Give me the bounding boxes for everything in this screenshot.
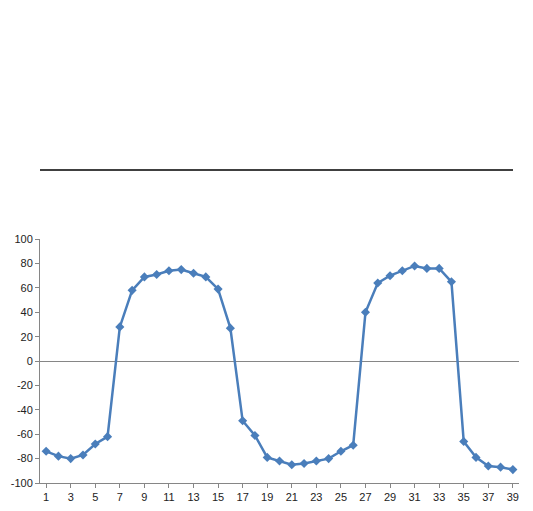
svg-text:0: 0	[27, 355, 33, 367]
svg-text:100: 100	[14, 233, 32, 245]
svg-text:-80: -80	[17, 452, 33, 464]
svg-text:5: 5	[92, 491, 98, 503]
svg-text:3: 3	[68, 491, 74, 503]
svg-text:7: 7	[117, 491, 123, 503]
svg-text:31: 31	[408, 491, 420, 503]
svg-text:20: 20	[21, 331, 33, 343]
svg-text:19: 19	[261, 491, 273, 503]
svg-text:60: 60	[21, 282, 33, 294]
svg-text:39: 39	[507, 491, 519, 503]
svg-text:37: 37	[482, 491, 494, 503]
svg-text:35: 35	[458, 491, 470, 503]
svg-text:40: 40	[21, 306, 33, 318]
svg-text:80: 80	[21, 257, 33, 269]
svg-text:-60: -60	[17, 428, 33, 440]
svg-text:11: 11	[163, 491, 174, 503]
svg-text:23: 23	[310, 491, 322, 503]
svg-text:-20: -20	[17, 379, 33, 391]
svg-text:-100: -100	[11, 477, 33, 489]
svg-text:13: 13	[187, 491, 199, 503]
svg-text:25: 25	[335, 491, 347, 503]
svg-text:29: 29	[384, 491, 396, 503]
svg-text:15: 15	[212, 491, 224, 503]
svg-text:21: 21	[286, 491, 298, 503]
svg-text:1: 1	[43, 491, 49, 503]
svg-text:33: 33	[433, 491, 445, 503]
svg-text:-40: -40	[17, 404, 33, 416]
svg-text:9: 9	[141, 491, 147, 503]
svg-text:27: 27	[359, 491, 371, 503]
svg-text:17: 17	[237, 491, 249, 503]
